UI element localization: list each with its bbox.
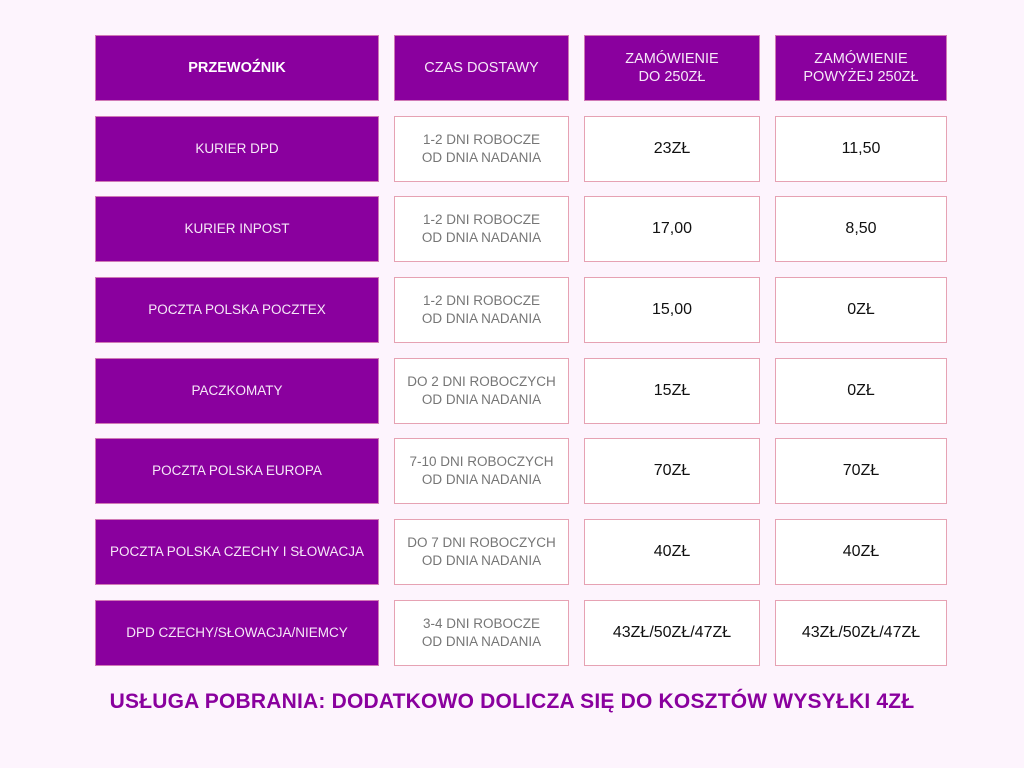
price-under-250: 15,00 (651, 301, 693, 318)
header-line: DO 250ZŁ (638, 69, 706, 85)
delivery-time-line: OD DNIA NADANIA (421, 472, 542, 487)
delivery-time-line: 1-2 DNI ROBOCZE (422, 212, 541, 227)
carrier-cell: KURIER DPD (95, 116, 379, 182)
delivery-time-line: OD DNIA NADANIA (421, 553, 542, 568)
price-under-250-cell: 15,00 (584, 277, 760, 343)
delivery-time-cell: 7-10 DNI ROBOCZYCH OD DNIA NADANIA (394, 438, 569, 504)
header-delivery-time-label: CZAS DOSTAWY (424, 60, 539, 76)
carrier-name: POCZTA POLSKA POCZTEX (148, 302, 326, 317)
price-under-250-cell: 23ZŁ (584, 116, 760, 182)
price-under-250: 43ZŁ/50ZŁ/47ZŁ (612, 624, 732, 641)
price-over-250: 40ZŁ (842, 543, 880, 560)
price-over-250: 11,50 (841, 140, 881, 157)
price-under-250-cell: 17,00 (584, 196, 760, 262)
price-under-250-cell: 43ZŁ/50ZŁ/47ZŁ (584, 600, 760, 666)
header-delivery-time: CZAS DOSTAWY (394, 35, 569, 101)
price-under-250: 23ZŁ (653, 140, 691, 157)
carrier-name: PACZKOMATY (191, 383, 283, 398)
delivery-time-cell: 1-2 DNI ROBOCZE OD DNIA NADANIA (394, 116, 569, 182)
delivery-time-line: OD DNIA NADANIA (421, 311, 542, 326)
delivery-time-line: OD DNIA NADANIA (421, 634, 542, 649)
price-over-250: 70ZŁ (842, 462, 880, 479)
carrier-cell: POCZTA POLSKA POCZTEX (95, 277, 379, 343)
header-carrier-label: PRZEWOŹNIK (188, 60, 286, 76)
delivery-time-line: 3-4 DNI ROBOCZE (422, 616, 541, 631)
price-under-250: 15ZŁ (653, 382, 691, 399)
delivery-time-line: 1-2 DNI ROBOCZE (422, 293, 541, 308)
header-line: POWYŻEJ 250ZŁ (803, 69, 919, 85)
delivery-time-line: OD DNIA NADANIA (421, 392, 542, 407)
price-over-250: 43ZŁ/50ZŁ/47ZŁ (801, 624, 921, 641)
carrier-name: POCZTA POLSKA CZECHY I SŁOWACJA (109, 544, 365, 559)
carrier-cell: POCZTA POLSKA EUROPA (95, 438, 379, 504)
carrier-cell: POCZTA POLSKA CZECHY I SŁOWACJA (95, 519, 379, 585)
cash-on-delivery-note: USŁUGA POBRANIA: DODATKOWO DOLICZA SIĘ D… (109, 690, 915, 713)
delivery-time-line: OD DNIA NADANIA (421, 230, 542, 245)
price-over-250-cell: 0ZŁ (775, 358, 947, 424)
price-over-250-cell: 43ZŁ/50ZŁ/47ZŁ (775, 600, 947, 666)
price-over-250-cell: 8,50 (775, 196, 947, 262)
carrier-name: DPD CZECHY/SŁOWACJA/NIEMCY (126, 625, 348, 640)
price-under-250-cell: 70ZŁ (584, 438, 760, 504)
carrier-cell: PACZKOMATY (95, 358, 379, 424)
carrier-cell: KURIER INPOST (95, 196, 379, 262)
carrier-cell: DPD CZECHY/SŁOWACJA/NIEMCY (95, 600, 379, 666)
price-over-250: 0ZŁ (847, 301, 875, 318)
delivery-time-line: OD DNIA NADANIA (421, 150, 542, 165)
price-over-250-cell: 11,50 (775, 116, 947, 182)
carrier-name: KURIER DPD (195, 141, 279, 156)
delivery-time-line: DO 7 DNI ROBOCZYCH (407, 535, 556, 550)
price-over-250-cell: 0ZŁ (775, 277, 947, 343)
header-order-under-250: ZAMÓWIENIE DO 250ZŁ (584, 35, 760, 101)
price-under-250: 40ZŁ (653, 543, 691, 560)
price-under-250: 17,00 (651, 220, 693, 237)
price-under-250-cell: 15ZŁ (584, 358, 760, 424)
delivery-time-line: 7-10 DNI ROBOCZYCH (409, 454, 554, 469)
price-over-250-cell: 70ZŁ (775, 438, 947, 504)
header-line: ZAMÓWIENIE (814, 51, 908, 67)
delivery-time-cell: 3-4 DNI ROBOCZE OD DNIA NADANIA (394, 600, 569, 666)
delivery-time-cell: 1-2 DNI ROBOCZE OD DNIA NADANIA (394, 196, 569, 262)
delivery-time-cell: DO 2 DNI ROBOCZYCH OD DNIA NADANIA (394, 358, 569, 424)
carrier-name: KURIER INPOST (184, 221, 290, 236)
price-over-250: 8,50 (845, 220, 877, 237)
delivery-time-cell: DO 7 DNI ROBOCZYCH OD DNIA NADANIA (394, 519, 569, 585)
delivery-time-line: DO 2 DNI ROBOCZYCH (407, 374, 556, 389)
price-under-250-cell: 40ZŁ (584, 519, 760, 585)
header-line: ZAMÓWIENIE (625, 51, 719, 67)
carrier-name: POCZTA POLSKA EUROPA (152, 463, 322, 478)
price-over-250-cell: 40ZŁ (775, 519, 947, 585)
delivery-time-cell: 1-2 DNI ROBOCZE OD DNIA NADANIA (394, 277, 569, 343)
delivery-time-line: 1-2 DNI ROBOCZE (422, 132, 541, 147)
header-carrier: PRZEWOŹNIK (95, 35, 379, 101)
price-over-250: 0ZŁ (847, 382, 875, 399)
header-order-over-250: ZAMÓWIENIE POWYŻEJ 250ZŁ (775, 35, 947, 101)
price-under-250: 70ZŁ (653, 462, 691, 479)
